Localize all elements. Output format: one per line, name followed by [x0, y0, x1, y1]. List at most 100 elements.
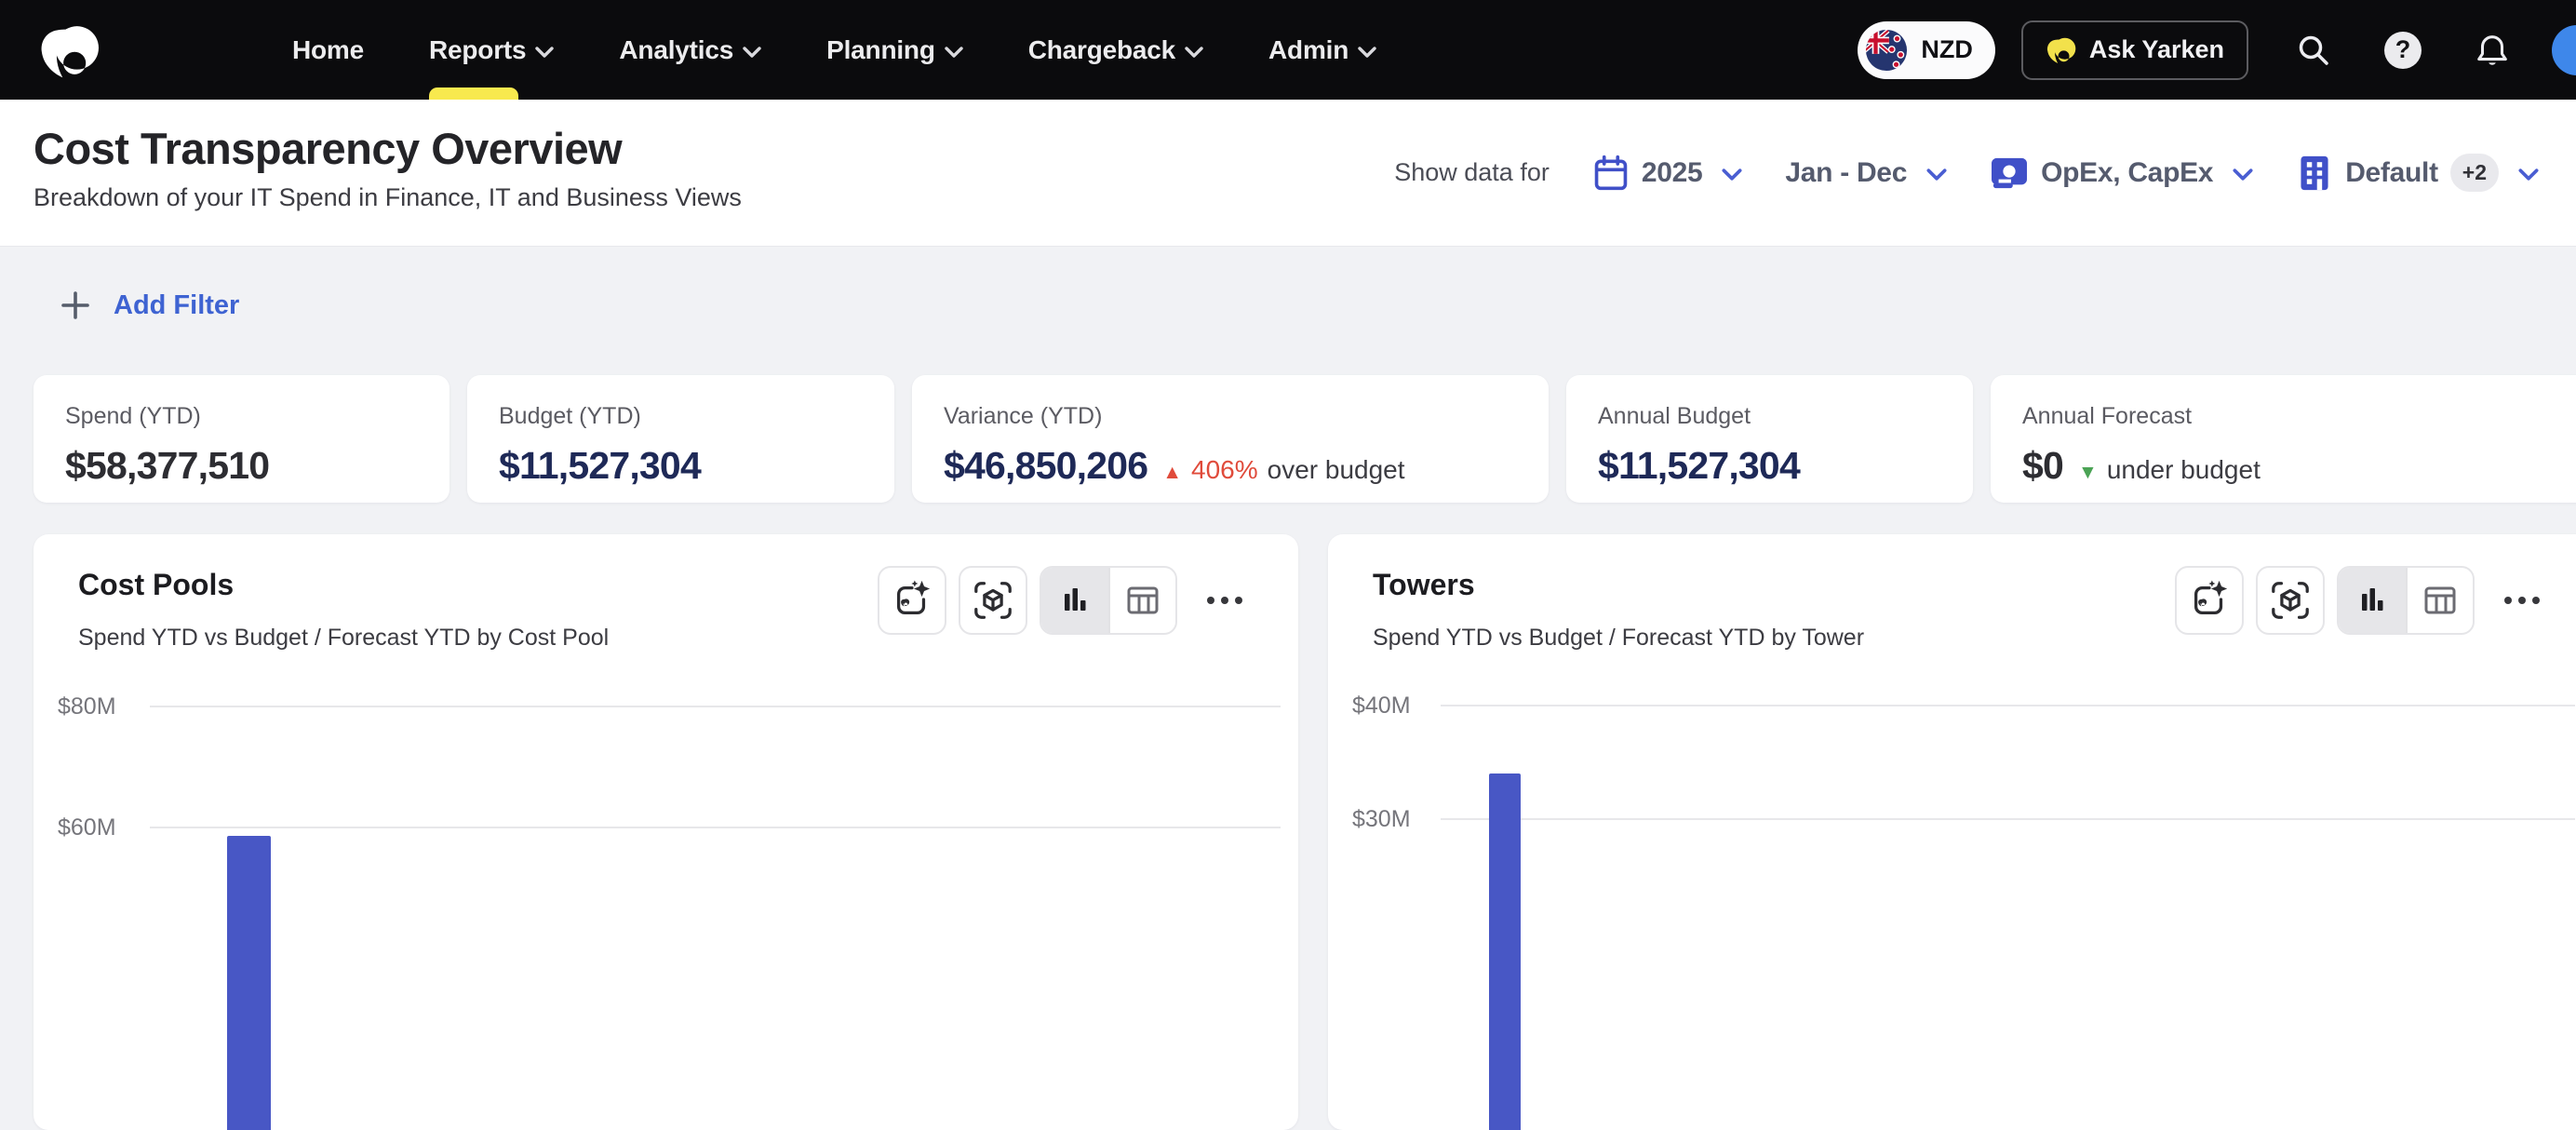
- table-view-button[interactable]: [2406, 568, 2473, 633]
- nav-item-planning[interactable]: Planning: [826, 0, 963, 100]
- kpi-card-budget-ytd: Budget (YTD) $11,527,304: [467, 375, 894, 503]
- triangle-down-icon: ▼: [2078, 462, 2098, 483]
- currency-selector[interactable]: NZD: [1858, 20, 1995, 79]
- panel-toolbar: [2175, 566, 2549, 635]
- ai-assist-icon: [2194, 580, 2228, 615]
- ai-assist-icon: [896, 580, 931, 615]
- panel-toolbar: [878, 566, 1252, 635]
- help-icon[interactable]: ?: [2382, 30, 2423, 71]
- months-value: Jan - Dec: [1785, 156, 1908, 188]
- kpi-card-spend-ytd: Spend (YTD) $58,377,510: [34, 375, 449, 503]
- user-avatar[interactable]: [2552, 24, 2576, 75]
- help-glyph: ?: [2384, 31, 2422, 69]
- kpi-label: Spend (YTD): [65, 403, 201, 429]
- ask-yarken-button[interactable]: Ask Yarken: [2020, 20, 2248, 80]
- add-filter-button[interactable]: Add Filter: [60, 289, 239, 321]
- explore-cube-icon: [974, 582, 1012, 619]
- bar-chart-view-button[interactable]: [1041, 568, 1108, 633]
- kpi-label: Budget (YTD): [499, 403, 641, 429]
- kpi-card-annual-forecast: Annual Forecast $0 ▼ under budget: [1991, 375, 2576, 503]
- main-menu: Home Reports Analytics Planning Chargeba…: [292, 0, 1376, 100]
- calendar-icon: [1594, 155, 1628, 190]
- year-value: 2025: [1641, 156, 1703, 188]
- chevron-down-icon: [1185, 47, 1203, 58]
- page-header: Cost Transparency Overview Breakdown of …: [0, 100, 2576, 247]
- kpi-value: $11,527,304: [499, 444, 702, 487]
- nav-label: Analytics: [619, 34, 734, 64]
- view-value: Default: [2345, 156, 2438, 188]
- chevron-down-icon: [1358, 47, 1376, 58]
- ai-assist-button[interactable]: [2175, 566, 2244, 635]
- towers-panel: Towers Spend YTD vs Budget / Forecast YT…: [1328, 534, 2576, 1130]
- chevron-down-icon: [1926, 168, 1947, 181]
- nav-label: Chargeback: [1027, 34, 1176, 64]
- forecast-delta: ▼ under budget: [2078, 455, 2261, 485]
- yarken-koru-logo-icon: [37, 21, 102, 79]
- table-icon: [1127, 586, 1159, 614]
- bell-icon[interactable]: [2472, 30, 2513, 71]
- extra-views-badge[interactable]: +2: [2449, 154, 2499, 192]
- ai-assist-button[interactable]: [878, 566, 946, 635]
- kpi-label: Annual Budget: [1598, 403, 1751, 429]
- chevron-down-icon: [2233, 168, 2253, 181]
- chevron-down-icon: [945, 47, 963, 58]
- expense-type-value: OpEx, CapEx: [2041, 156, 2214, 188]
- towers-bar-chart: $40M $30M: [1328, 674, 2576, 1130]
- search-icon[interactable]: [2293, 30, 2334, 71]
- app-logo[interactable]: [37, 0, 102, 100]
- months-filter-dropdown[interactable]: Jan - Dec: [1785, 157, 1947, 189]
- koru-icon-yellow: [2046, 35, 2077, 64]
- more-options-button[interactable]: [1198, 587, 1252, 613]
- explore-cube-button[interactable]: [959, 566, 1027, 635]
- money-icon: [1992, 157, 2028, 188]
- currency-code: NZD: [1921, 35, 1973, 63]
- page-subtitle: Breakdown of your IT Spend in Finance, I…: [34, 183, 742, 211]
- nav-item-chargeback[interactable]: Chargeback: [1028, 0, 1203, 100]
- nav-icon-group: ?: [2293, 30, 2513, 71]
- delta-suffix: over budget: [1267, 455, 1405, 484]
- y-axis-tick-label: $40M: [1352, 692, 1411, 719]
- add-filter-label: Add Filter: [114, 289, 240, 320]
- panel-title: Towers: [1373, 568, 1475, 601]
- triangle-up-icon: ▲: [1162, 462, 1182, 483]
- y-axis-tick-label: $30M: [1352, 805, 1411, 832]
- expense-type-filter-dropdown[interactable]: OpEx, CapEx: [1990, 155, 2253, 191]
- page-title: Cost Transparency Overview: [34, 124, 623, 173]
- nav-item-admin[interactable]: Admin: [1268, 0, 1376, 100]
- chart-gridline: [150, 706, 1281, 707]
- kpi-value: $58,377,510: [65, 444, 270, 487]
- nav-item-reports[interactable]: Reports: [429, 0, 554, 100]
- ellipsis-dot: [1207, 597, 1214, 604]
- nav-label: Home: [292, 34, 364, 64]
- ellipsis-dot: [1221, 597, 1228, 604]
- ellipsis-dot: [2504, 597, 2512, 604]
- show-data-for-label: Show data for: [1394, 158, 1550, 186]
- top-navigation-bar: Home Reports Analytics Planning Chargeba…: [0, 0, 2576, 100]
- nav-item-analytics[interactable]: Analytics: [619, 0, 761, 100]
- bar-spend-ytd[interactable]: [227, 836, 271, 1130]
- kpi-label: Annual Forecast: [2022, 403, 2193, 429]
- panel-subtitle: Spend YTD vs Budget / Forecast YTD by To…: [1373, 625, 1865, 651]
- main-content: Add Filter Spend (YTD) $58,377,510 Budge…: [0, 289, 2576, 1130]
- more-options-button[interactable]: [2495, 587, 2549, 613]
- table-icon: [2424, 586, 2456, 614]
- y-axis-tick-label: $80M: [58, 693, 116, 720]
- bar-spend-ytd[interactable]: [1489, 774, 1521, 1130]
- explore-cube-button[interactable]: [2256, 566, 2325, 635]
- chevron-down-icon: [2518, 168, 2539, 181]
- chart-gridline: [150, 827, 1281, 828]
- nav-item-home[interactable]: Home: [292, 0, 364, 100]
- panel-title: Cost Pools: [78, 568, 235, 601]
- nav-label: Admin: [1268, 34, 1349, 64]
- kpi-card-row: Spend (YTD) $58,377,510 Budget (YTD) $11…: [34, 375, 2576, 503]
- year-filter-dropdown[interactable]: 2025: [1592, 154, 1743, 193]
- bar-chart-icon: [1065, 588, 1086, 611]
- view-filter-dropdown[interactable]: Default +2: [2296, 153, 2539, 194]
- bar-chart-view-button[interactable]: [2339, 568, 2406, 633]
- panel-subtitle: Spend YTD vs Budget / Forecast YTD by Co…: [78, 625, 610, 651]
- cost-pools-panel: Cost Pools Spend YTD vs Budget / Forecas…: [34, 534, 1298, 1130]
- ask-yarken-label: Ask Yarken: [2088, 35, 2224, 63]
- view-mode-toggle: [2337, 566, 2475, 635]
- table-view-button[interactable]: [1108, 568, 1175, 633]
- ellipsis-dot: [1235, 597, 1242, 604]
